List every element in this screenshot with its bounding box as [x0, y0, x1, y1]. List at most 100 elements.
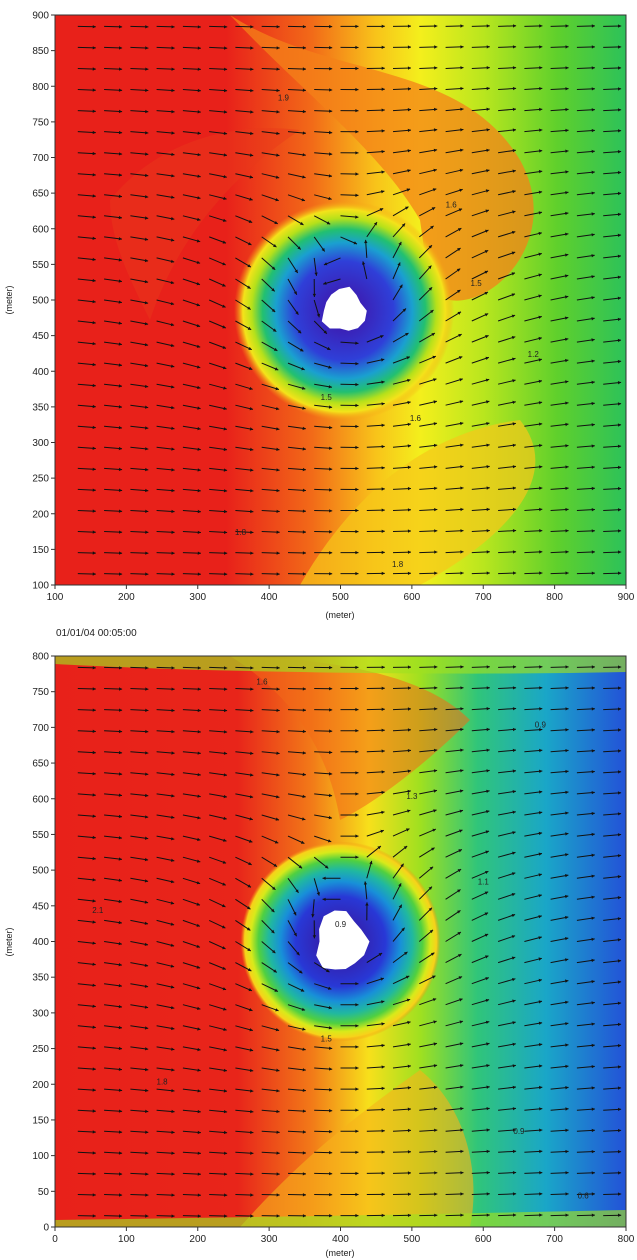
- vector-arrow-head: [618, 66, 622, 70]
- vector-arrow-head: [433, 789, 437, 793]
- vector-arrow-head: [302, 1047, 306, 1051]
- vector-arrow-head: [223, 1130, 228, 1135]
- vector-arrow-head: [407, 444, 411, 448]
- vector-arrow-head: [197, 837, 201, 842]
- vector-arrow-head: [460, 1192, 464, 1196]
- vector-arrow-head: [302, 109, 306, 114]
- vector-arrow-head: [171, 572, 175, 576]
- vector-arrow-head: [460, 686, 464, 690]
- vector-arrow-head: [460, 443, 464, 447]
- vector-arrow-head: [538, 252, 542, 256]
- vector-arrow-head: [565, 665, 569, 669]
- vector-arrow-head: [591, 980, 595, 984]
- vector-arrow-head: [301, 198, 305, 202]
- vector-arrow-head: [565, 170, 569, 174]
- vector-arrow-head: [591, 1022, 595, 1026]
- vector-arrow-head: [591, 233, 595, 237]
- vector-arrow-head: [460, 1064, 464, 1068]
- vector-arrow-head: [170, 901, 175, 905]
- vector-arrow-head: [171, 152, 175, 156]
- vector-arrow-head: [565, 1128, 569, 1132]
- vector-arrow-head: [170, 343, 175, 347]
- vector-arrow-head: [591, 916, 595, 920]
- vector-arrow-head: [302, 1193, 306, 1197]
- vector-arrow-head: [364, 239, 368, 244]
- vector-arrow-head: [197, 489, 201, 493]
- y-tick-label: 600: [32, 794, 49, 805]
- vector-arrow-head: [460, 748, 464, 752]
- vector-arrow-head: [513, 24, 517, 28]
- vector-arrow-head: [170, 259, 175, 263]
- vector-arrow-head: [249, 175, 253, 179]
- vector-arrow-head: [145, 572, 149, 576]
- vector-arrow-head: [407, 1107, 411, 1111]
- vector-arrow-head: [433, 148, 438, 152]
- vector-arrow-head: [118, 279, 122, 283]
- vector-arrow-head: [433, 1064, 438, 1068]
- vector-arrow-head: [381, 170, 385, 174]
- vector-arrow-head: [407, 1020, 411, 1025]
- vector-arrow-head: [564, 295, 569, 299]
- vector-arrow-head: [484, 891, 489, 895]
- vector-arrow-head: [460, 571, 464, 575]
- vector-arrow-head: [539, 87, 543, 91]
- vector-arrow-head: [329, 130, 333, 135]
- vector-arrow-head: [118, 88, 123, 92]
- vector-arrow-head: [512, 790, 516, 794]
- vector-arrow-head: [222, 366, 227, 370]
- vector-arrow-head: [171, 216, 175, 221]
- vector-arrow-head: [224, 1172, 228, 1176]
- vector-arrow-head: [460, 128, 464, 132]
- vector-arrow-head: [223, 1048, 227, 1052]
- vector-arrow-head: [276, 530, 280, 534]
- vector-arrow-head: [460, 707, 464, 711]
- vector-arrow-head: [328, 1026, 333, 1030]
- vector-arrow-head: [512, 86, 517, 91]
- vector-arrow-head: [538, 422, 543, 426]
- vector-arrow-head: [171, 1089, 175, 1093]
- vector-arrow-head: [328, 793, 333, 798]
- vector-arrow-head: [565, 45, 569, 49]
- vector-arrow-head: [565, 707, 569, 711]
- vector-arrow-head: [407, 465, 411, 469]
- vector-arrow-head: [618, 1192, 622, 1196]
- vector-arrow-head: [197, 196, 201, 200]
- chart-1: 1.6 1.5 1.6 1.8 1.8 1.2 1.9 1.5 100 200 300 400 500…: [4, 11, 635, 621]
- vector-arrow-head: [249, 1068, 254, 1072]
- vector-arrow-head: [249, 1008, 253, 1012]
- vector-arrow-head: [404, 951, 408, 956]
- vector-arrow-head: [247, 306, 251, 310]
- vector-arrow-head: [565, 749, 569, 753]
- vector-arrow-head: [118, 1109, 123, 1113]
- vector-arrow-head: [355, 508, 359, 513]
- vector-arrow-head: [302, 729, 306, 734]
- vector-arrow-head: [92, 467, 96, 471]
- vector-arrow-head: [617, 359, 622, 364]
- vector-arrow-head: [513, 665, 517, 669]
- vector-arrow-head: [363, 881, 368, 885]
- vector-arrow-head: [297, 246, 301, 250]
- vector-arrow-head: [302, 467, 306, 472]
- vector-arrow-head: [145, 109, 149, 114]
- vector-arrow-head: [618, 1171, 622, 1175]
- x-tick-label: 400: [261, 592, 278, 603]
- vector-arrow-head: [406, 828, 410, 832]
- vector-arrow-head: [381, 380, 385, 384]
- vector-arrow-head: [539, 24, 543, 28]
- vector-arrow-head: [538, 315, 542, 319]
- vector-arrow-head: [197, 751, 201, 755]
- vector-arrow-head: [329, 88, 333, 92]
- x-tick-label: 100: [118, 1234, 135, 1245]
- vector-arrow-head: [538, 811, 543, 815]
- vector-arrow-head: [539, 1128, 543, 1132]
- vector-arrow-head: [355, 665, 359, 670]
- vector-arrow-head: [118, 1005, 122, 1009]
- vector-arrow-head: [293, 911, 297, 916]
- vector-arrow-head: [407, 169, 411, 173]
- vector-arrow-head: [407, 550, 411, 554]
- vector-arrow-head: [197, 110, 201, 114]
- vector-arrow-head: [512, 727, 516, 732]
- vector-arrow-head: [565, 894, 569, 899]
- vector-arrow-head: [223, 1089, 227, 1093]
- vector-arrow-head: [119, 572, 123, 576]
